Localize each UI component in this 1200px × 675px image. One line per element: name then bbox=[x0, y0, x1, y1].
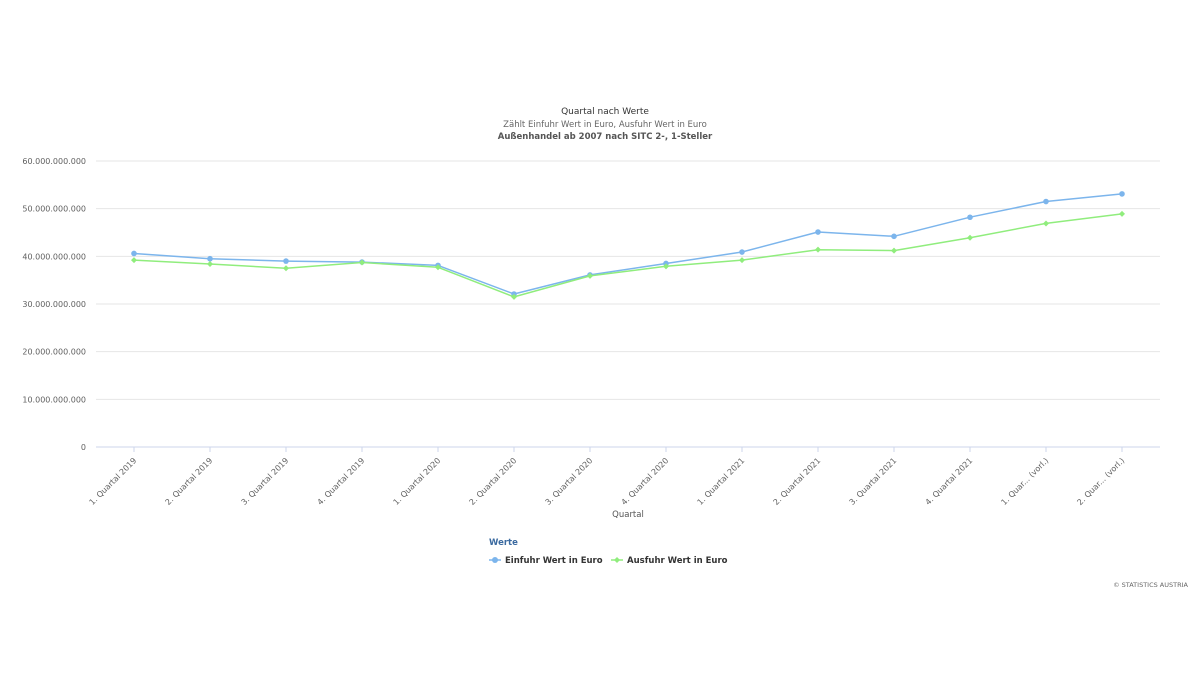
y-tick-label: 0 bbox=[81, 443, 86, 452]
y-tick-label: 50.000.000.000 bbox=[22, 205, 86, 214]
legend-label-einfuhr: Einfuhr Wert in Euro bbox=[505, 556, 603, 566]
y-tick-label: 20.000.000.000 bbox=[22, 348, 86, 357]
legend-marker-ausfuhr bbox=[614, 557, 620, 563]
data-point[interactable] bbox=[1043, 220, 1049, 227]
data-point[interactable] bbox=[207, 260, 213, 267]
x-tick-label: 1. Quar... (vorl.) bbox=[999, 456, 1050, 507]
chart-subtitle-2: Außenhandel ab 2007 nach SITC 2-, 1-Stel… bbox=[498, 132, 713, 142]
data-point[interactable] bbox=[815, 246, 821, 253]
series-group bbox=[131, 191, 1125, 300]
x-tick-label: 1. Quartal 2019 bbox=[88, 456, 139, 507]
x-tick-label: 1. Quartal 2021 bbox=[696, 456, 747, 507]
data-point[interactable] bbox=[663, 263, 669, 270]
legend-title: Werte bbox=[489, 538, 518, 548]
data-point[interactable] bbox=[1043, 198, 1049, 205]
data-point[interactable] bbox=[435, 264, 441, 271]
x-tick-label: 2. Quartal 2019 bbox=[164, 456, 215, 507]
data-point[interactable] bbox=[131, 257, 137, 264]
data-point[interactable] bbox=[739, 257, 745, 264]
grid-lines bbox=[96, 160, 1160, 400]
x-tick-label: 1. Quartal 2020 bbox=[392, 456, 443, 507]
series-0 bbox=[131, 191, 1125, 297]
x-tick-label: 3. Quartal 2021 bbox=[848, 456, 899, 507]
data-point[interactable] bbox=[967, 234, 973, 241]
data-point[interactable] bbox=[1119, 210, 1125, 217]
data-point[interactable] bbox=[1119, 191, 1125, 197]
x-axis-title: Quartal bbox=[612, 510, 644, 520]
series-line-1 bbox=[133, 213, 1123, 298]
data-point[interactable] bbox=[739, 249, 745, 255]
x-axis-ticks: 1. Quartal 2019 2. Quartal 2019 3. Quartal… bbox=[88, 447, 1126, 507]
x-tick-label: 2. Quartal 2021 bbox=[772, 456, 823, 507]
y-tick-label: 40.000.000.000 bbox=[22, 252, 86, 261]
data-point[interactable] bbox=[207, 255, 213, 262]
y-tick-label: 30.000.000.000 bbox=[22, 300, 86, 309]
x-tick-label: 2. Quartal 2020 bbox=[468, 456, 519, 507]
data-point[interactable] bbox=[511, 293, 517, 300]
x-tick-label: 4. Quartal 2020 bbox=[620, 456, 671, 507]
legend-item-einfuhr[interactable]: Einfuhr Wert in Euro bbox=[489, 556, 603, 566]
data-point[interactable] bbox=[891, 247, 897, 254]
chart-subtitle: Zählt Einfuhr Wert in Euro, Ausfuhr Wert… bbox=[503, 120, 707, 130]
series-line-0 bbox=[133, 193, 1123, 295]
data-point[interactable] bbox=[359, 259, 365, 266]
x-tick-label: 4. Quartal 2019 bbox=[316, 456, 367, 507]
data-point[interactable] bbox=[283, 258, 289, 264]
x-tick-label: 3. Quartal 2020 bbox=[544, 456, 595, 507]
data-point[interactable] bbox=[891, 233, 897, 240]
legend-item-ausfuhr[interactable]: Ausfuhr Wert in Euro bbox=[611, 556, 728, 566]
data-point[interactable] bbox=[587, 272, 593, 279]
legend: Werte Einfuhr Wert in Euro Ausfuhr Wert … bbox=[489, 538, 728, 566]
legend-marker-einfuhr bbox=[492, 557, 498, 563]
y-axis-ticks: 0 10.000.000.000 20.000.000.000 30.000.000.… bbox=[22, 157, 86, 452]
x-tick-label: 4. Quartal 2021 bbox=[924, 456, 975, 507]
chart-title: Quartal nach Werte bbox=[561, 107, 649, 117]
data-point[interactable] bbox=[967, 214, 973, 221]
y-tick-label: 10.000.000.000 bbox=[22, 395, 86, 404]
data-point[interactable] bbox=[283, 265, 289, 272]
x-tick-label: 2. Quar... (vorl.) bbox=[1075, 456, 1126, 507]
data-point[interactable] bbox=[815, 229, 821, 235]
credits[interactable]: © STATISTICS AUSTRIA bbox=[1113, 581, 1188, 589]
x-tick-label: 3. Quartal 2019 bbox=[240, 456, 291, 507]
series-1 bbox=[131, 210, 1125, 300]
legend-label-ausfuhr: Ausfuhr Wert in Euro bbox=[627, 556, 728, 566]
y-tick-label: 60.000.000.000 bbox=[22, 157, 86, 166]
data-point[interactable] bbox=[131, 250, 137, 257]
